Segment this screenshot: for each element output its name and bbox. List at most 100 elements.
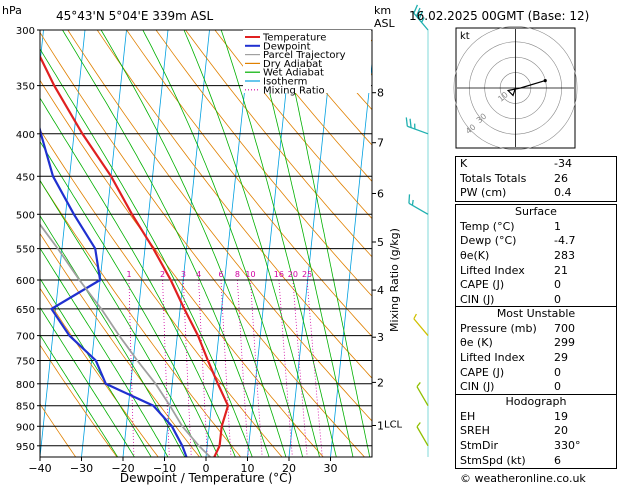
pressure-tick-label: 300 xyxy=(16,26,35,37)
legend-label: Mixing Ratio xyxy=(263,85,325,96)
mixing-ratio-label: 3 xyxy=(181,270,186,279)
k-value: -34 xyxy=(554,157,572,170)
wind-barb-flag xyxy=(415,7,421,17)
dry-adiabat-line xyxy=(40,287,159,457)
dry-adiabat-line xyxy=(40,179,242,457)
mixing-ratio-line xyxy=(306,279,323,457)
dewpoint-line xyxy=(40,125,188,457)
pressure-tick-label: 500 xyxy=(16,210,35,221)
hodo-row-label: SREH xyxy=(460,424,490,438)
pressure-tick-label: 950 xyxy=(16,442,35,453)
hodograph-trace xyxy=(506,80,546,97)
lcl-label: LCL xyxy=(384,420,403,431)
hpa-label: hPa xyxy=(2,4,22,17)
mixing-ratio-line xyxy=(278,279,293,457)
totals-totals-value: 26 xyxy=(554,171,568,185)
hodo-row-label: StmDir xyxy=(460,439,499,453)
mixing-ratio-label: 1 xyxy=(126,270,131,279)
x-tick-label: −20 xyxy=(111,462,134,475)
pressure-tick-label: 350 xyxy=(16,82,35,93)
wind-barb-half xyxy=(414,123,416,130)
most-unstable-panel: Most Unstable Pressure (mb) 700 θe (K) 299… xyxy=(455,306,617,397)
dry-adiabat-line xyxy=(96,30,372,379)
mixing-ratio-label: 8 xyxy=(235,270,240,279)
background-grid xyxy=(40,30,372,457)
surface-row-label: Temp (°C) xyxy=(460,219,515,233)
surface-panel: Surface Temp (°C) 1 Dewp (°C) -4.7 θe(K) 28… xyxy=(455,204,617,309)
wind-barb-flag xyxy=(413,4,419,14)
surface-row-value: 0 xyxy=(554,293,561,307)
mu-row-label: Lifted Index xyxy=(460,351,525,365)
legend-label: Dry Adiabat xyxy=(263,59,322,70)
mu-row-value: 700 xyxy=(554,321,575,335)
wind-barbs xyxy=(405,4,429,457)
x-tick-label: 10 xyxy=(241,462,255,475)
dry-adiabat-line xyxy=(214,30,372,220)
dry-adiabat-line xyxy=(155,30,372,297)
km-tick-label: 5 xyxy=(377,236,384,249)
isotherm-line xyxy=(40,30,44,68)
pressure-tick-label: 550 xyxy=(16,245,35,256)
wind-barb-half xyxy=(413,313,417,320)
surface-row-value: 283 xyxy=(554,249,575,263)
dry-adiabat-line xyxy=(185,30,372,258)
x-tick-label: 30 xyxy=(324,462,338,475)
mixing-ratio-label: 4 xyxy=(196,270,201,279)
wind-barb-staff xyxy=(413,318,429,337)
pressure-tick-label: 700 xyxy=(16,332,35,343)
x-tick-label: 20 xyxy=(282,462,296,475)
surface-row-value: 1 xyxy=(554,219,561,233)
surface-row-value: 0 xyxy=(554,278,561,292)
dry-adiabat-line xyxy=(40,344,118,457)
x-tick-label: −40 xyxy=(28,462,51,475)
wind-barb xyxy=(416,422,429,447)
axes: 3003504004505005506006507007508008509009… xyxy=(16,26,403,475)
pressure-tick-label: 900 xyxy=(16,422,35,433)
km-tick-label: 8 xyxy=(377,87,384,100)
mixing-ratio-label: 20 xyxy=(288,270,298,279)
pressure-tick-label: 450 xyxy=(16,172,35,183)
temperature-line xyxy=(40,54,230,457)
km-tick-label: 7 xyxy=(377,137,384,150)
isotherm-line xyxy=(247,30,293,457)
wind-barb-flag xyxy=(408,194,411,204)
mu-row-value: 299 xyxy=(554,336,575,350)
legend-background xyxy=(243,30,371,93)
asl-label: ASL xyxy=(374,17,396,30)
copyright: © weatheronline.co.uk xyxy=(460,472,586,485)
km-tick-label: 6 xyxy=(377,188,384,201)
mu-row-label: CAPE (J) xyxy=(460,365,505,379)
hodograph-ring xyxy=(453,26,578,150)
wind-barb-staff xyxy=(416,426,429,447)
dry-adiabat-line xyxy=(40,128,283,457)
pressure-tick-label: 850 xyxy=(16,402,35,413)
hodo-row-label: StmSpd (kt) xyxy=(460,453,526,467)
isotherm-line xyxy=(81,30,127,457)
hodo-row-value: 19 xyxy=(554,409,568,423)
isotherm-line xyxy=(122,30,169,457)
wind-barb-flag xyxy=(418,10,424,20)
isotherm-line xyxy=(205,30,252,457)
legend-label: Parcel Trajectory xyxy=(263,50,346,61)
totals-totals-label: Totals Totals xyxy=(460,171,527,185)
wind-barb-half xyxy=(411,199,414,206)
location-label: 45°43'N 5°04'E 339m ASL xyxy=(56,9,213,23)
wind-barb-half xyxy=(416,422,421,428)
hodo-row-value: 20 xyxy=(554,424,568,438)
x-tick-label: −10 xyxy=(153,462,176,475)
x-tick-label: 0 xyxy=(203,462,210,475)
pressure-tick-label: 600 xyxy=(16,276,35,287)
pw-label: PW (cm) xyxy=(460,186,507,200)
hodograph-title: Hodograph xyxy=(505,395,567,408)
mu-row-label: Pressure (mb) xyxy=(460,321,537,335)
legend-label: Temperature xyxy=(262,33,326,44)
hodograph-end-point xyxy=(543,79,547,83)
hodograph-kt-label: kt xyxy=(460,31,470,42)
mixing-ratio-line xyxy=(237,279,249,457)
km-tick-label: 1 xyxy=(377,420,384,433)
mixing-ratio-label: 2 xyxy=(160,270,165,279)
wind-barb xyxy=(413,4,429,31)
